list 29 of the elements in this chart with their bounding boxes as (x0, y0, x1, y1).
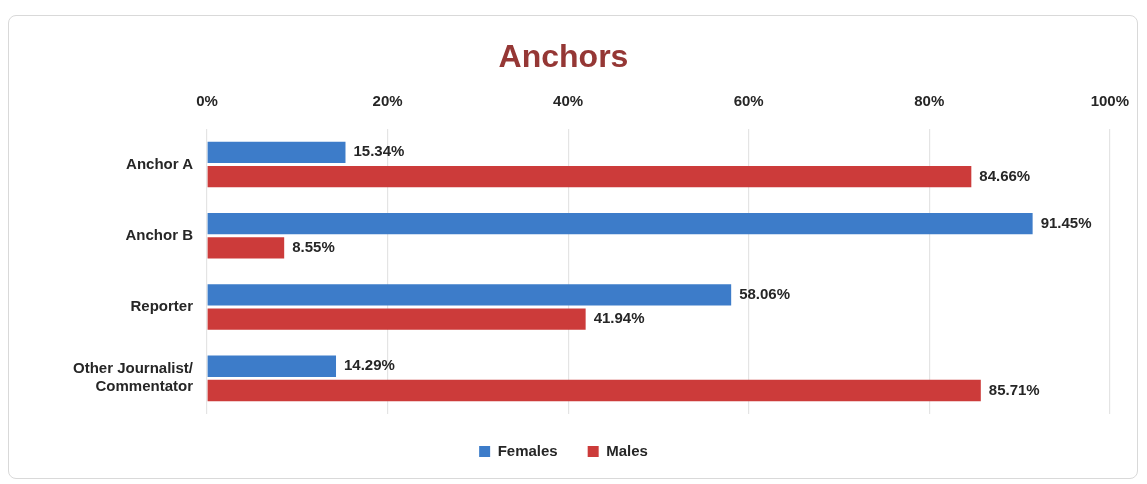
chart-title: Anchors (498, 38, 629, 75)
bar (207, 237, 285, 259)
y-tick-label: Reporter (130, 297, 194, 315)
data-label: 14.29% (344, 356, 395, 374)
y-tick-label: Anchor B (125, 225, 194, 243)
data-label: 15.34% (353, 142, 405, 160)
x-tick-label: 80% (914, 91, 945, 109)
data-label: 85.71% (988, 380, 1040, 398)
bar (207, 212, 1033, 235)
data-label: 41.94% (593, 309, 645, 327)
x-tick-label: 60% (733, 91, 764, 109)
bar (207, 165, 972, 188)
legend-label: Females (497, 441, 558, 459)
data-label: 8.55% (292, 238, 335, 256)
bar (207, 141, 346, 163)
bar (207, 308, 586, 330)
x-tick-label: 40% (553, 91, 584, 109)
legend-label: Males (606, 441, 648, 459)
y-tick-label: Other Journalist/ Commentator (72, 359, 194, 395)
bar (207, 379, 981, 402)
bar (207, 355, 337, 377)
data-label: 91.45% (1040, 213, 1092, 231)
data-label: 58.06% (739, 285, 791, 303)
data-label: 84.66% (979, 166, 1031, 184)
x-tick-label: 100% (1090, 91, 1130, 109)
y-tick-label: Anchor A (126, 154, 194, 172)
bar (207, 284, 732, 306)
x-tick-label: 0% (196, 91, 218, 109)
x-tick-label: 20% (372, 91, 403, 109)
